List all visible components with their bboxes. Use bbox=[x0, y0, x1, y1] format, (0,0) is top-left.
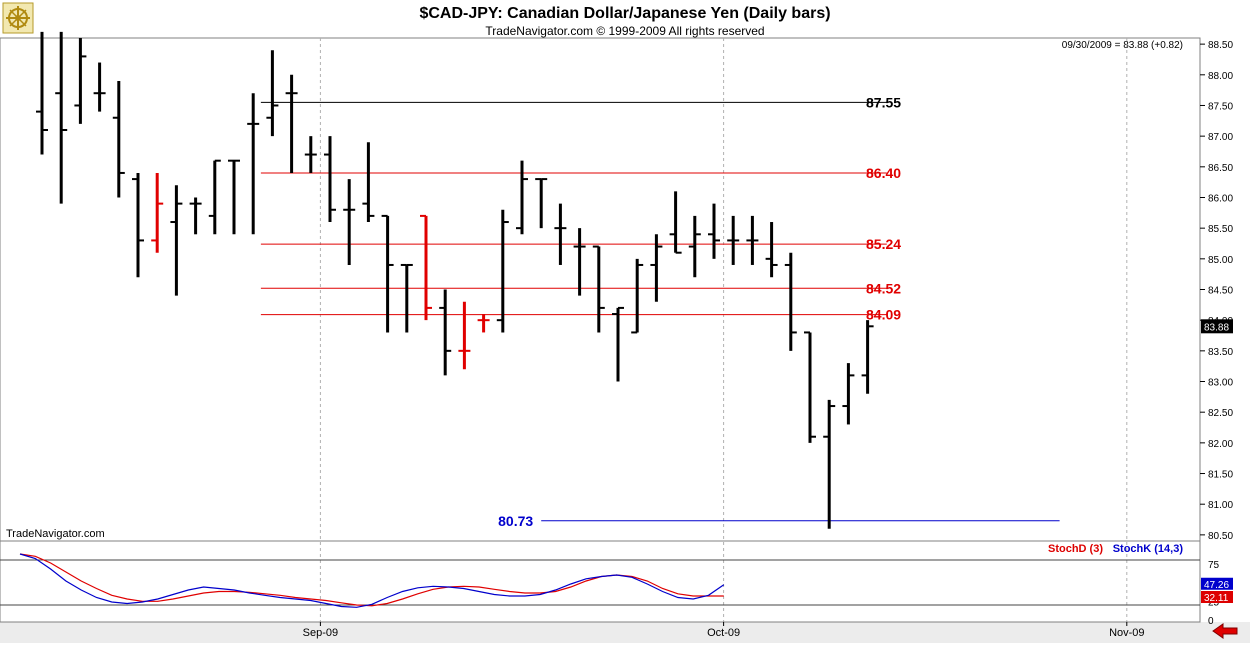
chart-title: $CAD-JPY: Canadian Dollar/Japanese Yen (… bbox=[419, 5, 830, 22]
stoch-d-legend: StochD (3) bbox=[1048, 543, 1103, 555]
stochastic-grid bbox=[0, 559, 1200, 606]
date-tick-label: Oct-09 bbox=[707, 627, 740, 639]
copyright-text: TradeNavigator.com © 1999-2009 All right… bbox=[485, 24, 764, 38]
level-label: 85.24 bbox=[866, 236, 901, 252]
date-axis-strip bbox=[0, 622, 1250, 643]
price-tick-label: 88.50 bbox=[1208, 40, 1233, 51]
watermark-text: TradeNavigator.com bbox=[6, 528, 105, 540]
stochastic-panel-frame bbox=[0, 540, 1201, 623]
date-tick-label: Nov-09 bbox=[1109, 627, 1144, 639]
level-label: 84.52 bbox=[866, 280, 901, 296]
last-price-label: 83.88 bbox=[1204, 322, 1229, 333]
price-tick-label: 80.50 bbox=[1208, 531, 1233, 542]
stoch-k-legend: StochK (14,3) bbox=[1113, 543, 1184, 555]
stoch-k-last-label: 47.26 bbox=[1204, 580, 1229, 591]
price-tick-label: 81.00 bbox=[1208, 500, 1233, 511]
logo-icon[interactable] bbox=[2, 2, 34, 34]
price-tick-label: 83.00 bbox=[1208, 378, 1233, 389]
price-tick-label: 87.00 bbox=[1208, 132, 1233, 143]
stoch-tick-label: 75 bbox=[1208, 560, 1220, 571]
stoch-d-last-label: 32.11 bbox=[1204, 593, 1229, 604]
stoch-tick-label: 0 bbox=[1208, 616, 1214, 627]
price-tick-label: 87.50 bbox=[1208, 101, 1233, 112]
level-label: 80.73 bbox=[498, 513, 533, 529]
price-tick-label: 88.00 bbox=[1208, 71, 1233, 82]
price-tick-label: 86.00 bbox=[1208, 193, 1233, 204]
stoch-d-last-marker bbox=[1201, 591, 1233, 603]
vertical-gridlines bbox=[319, 38, 1128, 622]
price-tick-label: 83.50 bbox=[1208, 347, 1233, 358]
ohlc-bars bbox=[36, 31, 874, 529]
level-label: 87.55 bbox=[866, 94, 901, 110]
price-tick-label: 85.00 bbox=[1208, 255, 1233, 266]
scroll-left-arrow-icon[interactable] bbox=[1212, 623, 1238, 639]
price-panel: 87.55 86.40 85.24 84.52 84.09 80.73 88.50 88.0… bbox=[0, 31, 1233, 622]
price-tick-label: 84.50 bbox=[1208, 286, 1233, 297]
price-tick-label: 85.50 bbox=[1208, 224, 1233, 235]
price-tick-label: 82.00 bbox=[1208, 439, 1233, 450]
price-tick-label: 81.50 bbox=[1208, 470, 1233, 481]
stoch-series-line bbox=[19, 553, 725, 608]
quote-readout: 09/30/2009 = 83.88 (+0.82) bbox=[1062, 40, 1183, 51]
last-price-marker bbox=[1201, 319, 1233, 334]
horizontal-levels: 87.55 86.40 85.24 84.52 84.09 80.73 bbox=[260, 94, 1060, 529]
price-tick-label: 82.50 bbox=[1208, 408, 1233, 419]
stoch-k-last-marker bbox=[1201, 577, 1233, 590]
date-axis: Sep-09 Oct-09 Nov-09 bbox=[303, 622, 1145, 639]
level-label: 86.40 bbox=[866, 165, 901, 181]
stochastic-lines bbox=[19, 553, 725, 608]
price-tick-label: 86.50 bbox=[1208, 163, 1233, 174]
date-tick-label: Sep-09 bbox=[303, 627, 338, 639]
level-label: 84.09 bbox=[866, 307, 901, 323]
price-axis: 88.50 88.00 87.50 87.00 86.50 86.00 85.50 85.00… bbox=[1200, 40, 1233, 542]
